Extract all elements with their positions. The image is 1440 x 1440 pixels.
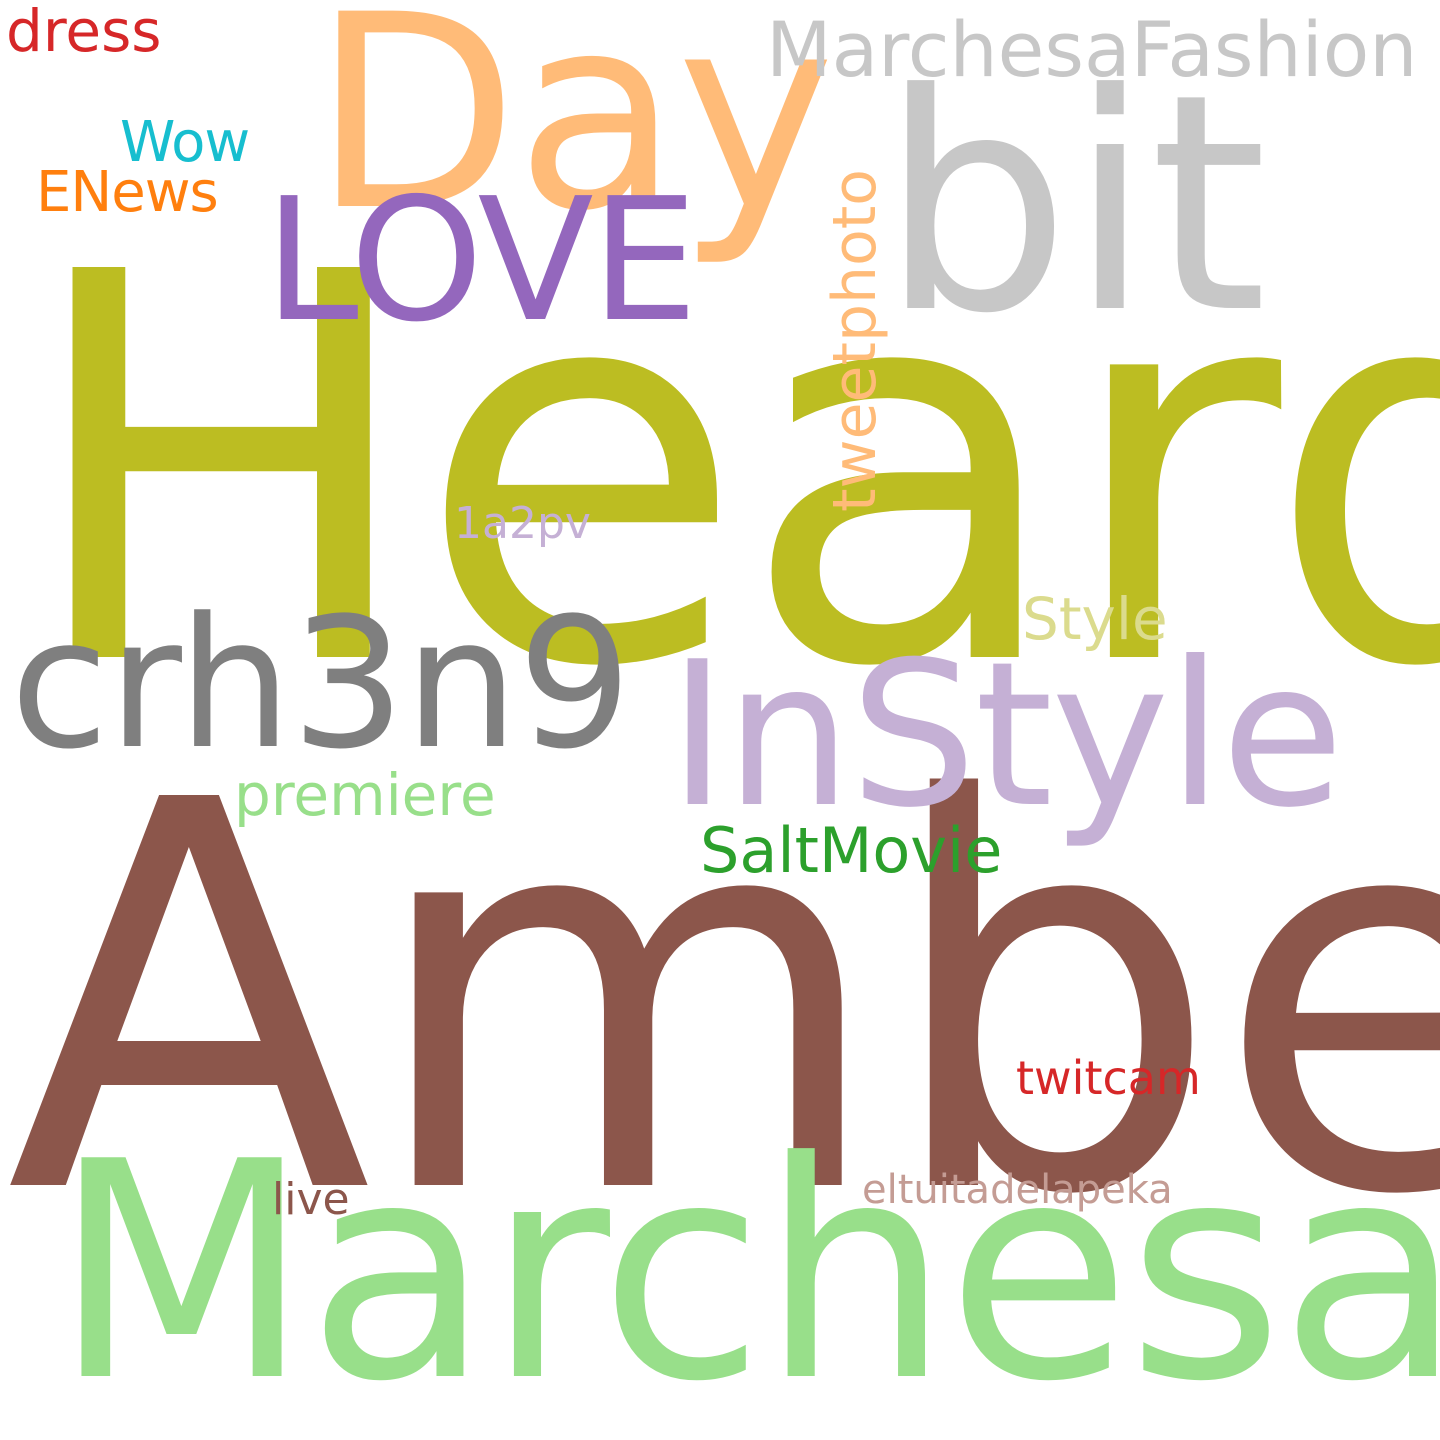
word-eltuitadelapeka: eltuitadelapeka: [862, 1167, 1173, 1213]
word-live: live: [272, 1174, 350, 1225]
word-dress: dress: [6, 0, 162, 65]
word-style: Style: [1022, 585, 1168, 653]
word-enews: ENews: [36, 160, 219, 225]
word-instyle: InStyle: [668, 619, 1344, 852]
word-crh3n9: crh3n9: [10, 580, 632, 789]
word-bit: bit: [880, 30, 1267, 379]
word-love: LOVE: [264, 162, 698, 360]
word-premiere: premiere: [234, 761, 496, 829]
word-twitcam: twitcam: [1016, 1051, 1201, 1105]
word-1a2pv: 1a2pv: [454, 498, 591, 549]
word-marchesafashion: MarchesaFashion: [766, 5, 1418, 94]
word-day: Day: [312, 0, 835, 270]
word-wow: Wow: [120, 110, 250, 175]
word-tweetphoto: tweetphoto: [820, 168, 890, 512]
word-amber: Amber: [6, 689, 1440, 1312]
word-heard: Heard: [20, 161, 1440, 784]
word-saltmovie: SaltMovie: [700, 814, 1003, 887]
word-marchesa: Marchesa: [52, 1098, 1440, 1440]
